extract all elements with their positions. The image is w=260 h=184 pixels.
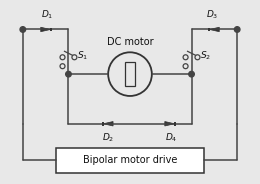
Polygon shape	[210, 27, 219, 32]
Text: Bipolar motor drive: Bipolar motor drive	[83, 155, 177, 165]
Circle shape	[20, 27, 25, 32]
Text: $D_4$: $D_4$	[165, 132, 178, 144]
Text: $D_1$: $D_1$	[41, 8, 54, 21]
Text: $D_3$: $D_3$	[206, 8, 219, 21]
Bar	[125, 62, 135, 86]
Text: $S_1$: $S_1$	[77, 49, 89, 61]
Circle shape	[189, 71, 194, 77]
Polygon shape	[103, 121, 113, 126]
Text: DC motor: DC motor	[107, 37, 153, 47]
Text: $D_2$: $D_2$	[102, 132, 114, 144]
FancyBboxPatch shape	[56, 148, 204, 173]
Polygon shape	[165, 121, 175, 126]
Circle shape	[66, 71, 71, 77]
Text: $S_2$: $S_2$	[200, 49, 212, 61]
Circle shape	[235, 27, 240, 32]
Polygon shape	[41, 27, 50, 32]
